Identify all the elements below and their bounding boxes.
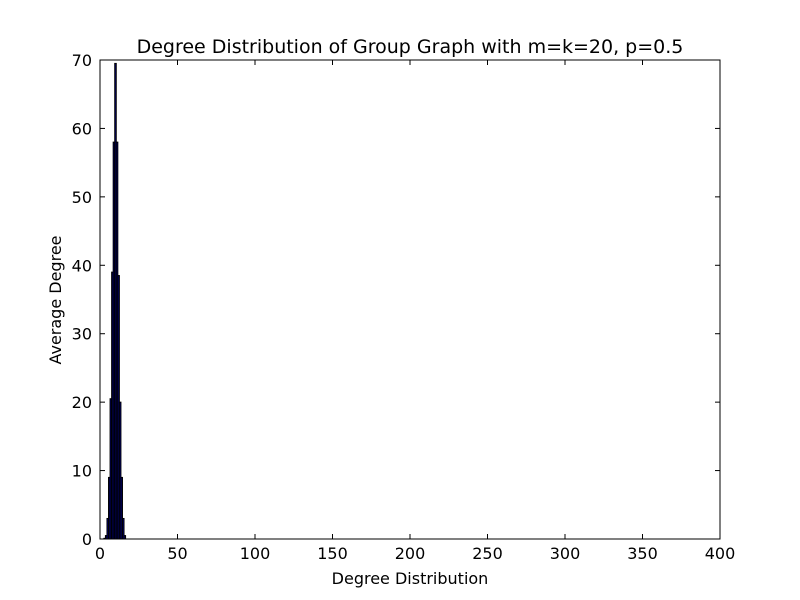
bar-series bbox=[103, 62, 127, 540]
x-tick-label: 0 bbox=[95, 544, 105, 563]
chart-title: Degree Distribution of Group Graph with … bbox=[137, 36, 684, 58]
x-tick-label: 150 bbox=[317, 544, 348, 563]
plot-frame bbox=[99, 59, 721, 540]
x-axis-label: Degree Distribution bbox=[332, 569, 489, 588]
y-axis-label: Average Degree bbox=[46, 235, 65, 364]
x-tick-label: 250 bbox=[472, 544, 503, 563]
x-tick-label: 400 bbox=[705, 544, 736, 563]
bar bbox=[123, 535, 127, 540]
y-tick-label: 20 bbox=[72, 393, 92, 412]
x-tick-label: 100 bbox=[240, 544, 271, 563]
x-tick-label: 50 bbox=[167, 544, 187, 563]
y-tick-label: 10 bbox=[72, 462, 92, 481]
y-tick-label: 40 bbox=[72, 256, 92, 275]
x-tick-label: 350 bbox=[627, 544, 658, 563]
plot-area: 0 50 100 150 200 250 300 350 400 0 10 20 30 40 50 60 70 bbox=[72, 51, 736, 563]
y-tick-label: 50 bbox=[72, 188, 92, 207]
plot-background bbox=[100, 60, 720, 539]
x-tick-label: 200 bbox=[395, 544, 426, 563]
x-tick-label: 300 bbox=[550, 544, 581, 563]
y-tick-label: 0 bbox=[82, 530, 92, 549]
axis-ticks: 0 50 100 150 200 250 300 350 400 0 10 20 30 40 50 60 70 bbox=[72, 51, 736, 563]
y-tick-label: 30 bbox=[72, 325, 92, 344]
y-tick-label: 60 bbox=[72, 119, 92, 138]
y-tick-label: 70 bbox=[72, 51, 92, 70]
